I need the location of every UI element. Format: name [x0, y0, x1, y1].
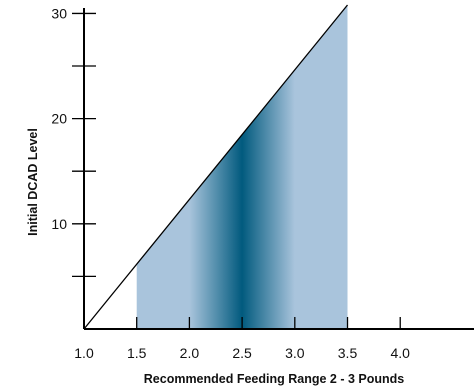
y-tick-label: 10	[51, 216, 67, 232]
x-tick-label: 2.5	[232, 345, 252, 361]
y-tick-label: 20	[51, 111, 67, 127]
x-tick-label: 1.5	[127, 345, 147, 361]
x-tick-label: 1.0	[74, 345, 94, 361]
diagonal-line	[83, 4, 349, 330]
x-tick-label: 2.0	[180, 345, 200, 361]
y-axis-title: Initial DCAD Level	[26, 128, 40, 236]
x-axis-ticks: 1.0 1.5 2.0 2.5 3.0 3.5 4.0	[74, 317, 410, 361]
plot-area	[83, 4, 474, 330]
x-tick-label: 3.5	[338, 345, 358, 361]
y-tick-label: 30	[51, 5, 67, 21]
x-tick-label: 4.0	[390, 345, 410, 361]
x-tick-label: 3.0	[285, 345, 305, 361]
x-axis-title: Recommended Feeding Range 2 - 3 Pounds	[144, 372, 405, 386]
y-axis-ticks: 10 20 30	[51, 5, 96, 278]
shaded-range-band	[136, 5, 348, 329]
